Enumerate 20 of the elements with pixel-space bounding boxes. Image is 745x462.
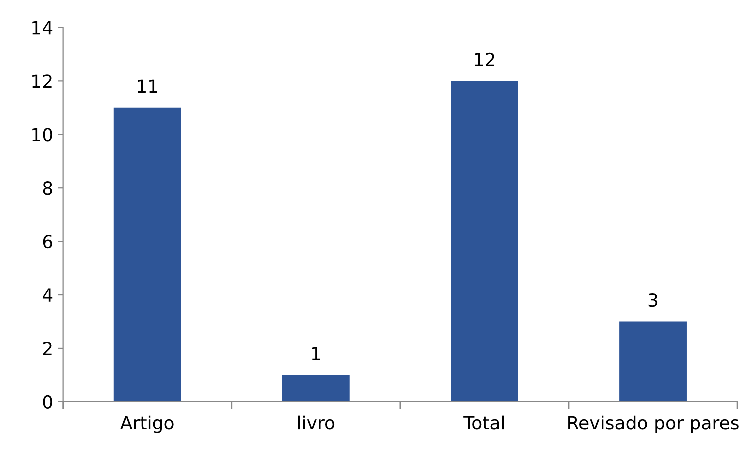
x-tick-label: livro	[298, 416, 335, 430]
y-tick-label: 14	[32, 21, 53, 35]
x-tick-label: Total	[464, 416, 504, 430]
data-label: 3	[648, 293, 658, 308]
y-tick-label: 8	[43, 182, 52, 196]
bar	[114, 108, 182, 402]
data-label: 11	[138, 80, 158, 94]
y-tick-label: 4	[43, 288, 53, 302]
bar	[282, 375, 350, 402]
x-tick-label: Revisado por pares	[568, 416, 739, 434]
y-tick-label: 6	[43, 235, 52, 249]
y-tick-label: 0	[43, 395, 52, 410]
data-label: 12	[475, 52, 494, 66]
bar	[620, 322, 687, 402]
y-tick-label: 10	[32, 128, 52, 142]
y-tick-label: 12	[32, 74, 52, 88]
data-label: 1	[312, 347, 320, 360]
y-tick-label: 2	[43, 342, 52, 356]
bar	[451, 81, 518, 402]
x-tick-label: Artigo	[120, 416, 174, 434]
